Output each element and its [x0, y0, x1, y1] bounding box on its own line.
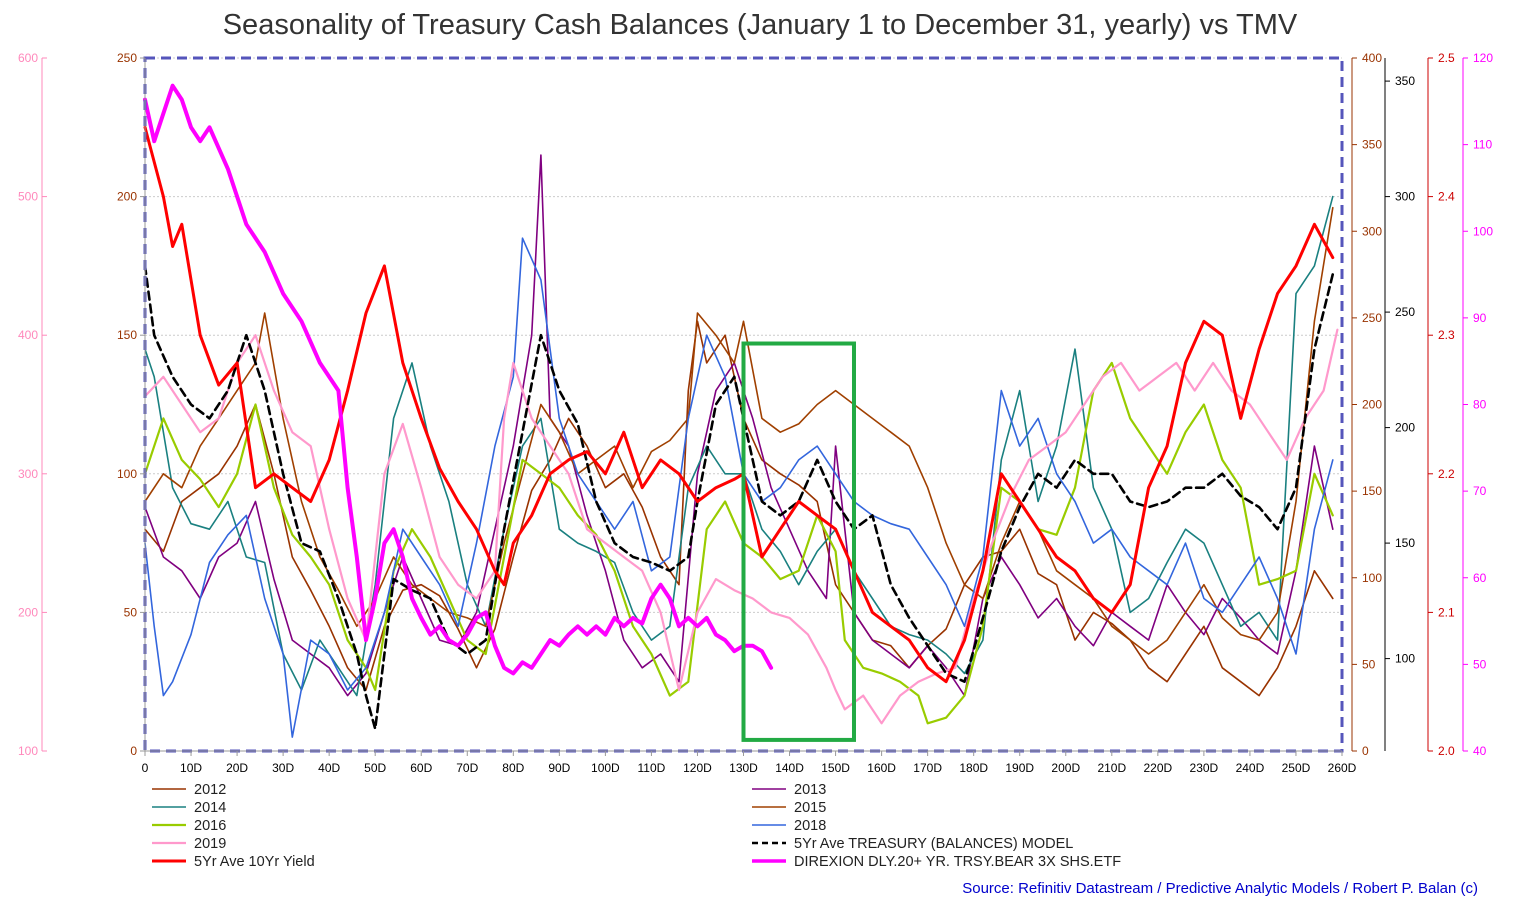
source-note: Source: Refinitiv Datastream / Predictiv… [962, 880, 1478, 897]
series-line-2016 [143, 361, 1334, 725]
far-left-axis-tick-label: 500 [18, 190, 38, 204]
right-axis-4-tick-label: 110 [1473, 138, 1492, 152]
x-axis-tick-label: 170D [913, 761, 942, 775]
series-line-5yr-ave-10yr-yield [143, 125, 1335, 684]
x-axis-tick-label: 30D [272, 761, 294, 775]
x-axis-tick-label: 220D [1144, 761, 1173, 775]
legend-label: 2015 [794, 800, 826, 816]
x-axis-tick-label: 160D [867, 761, 896, 775]
x-axis-tick-label: 90D [548, 761, 570, 775]
series-line-2018 [144, 237, 1334, 738]
right-axis-3-tick-label: 2.5 [1438, 51, 1455, 65]
x-axis-tick-label: 150D [821, 761, 850, 775]
series-group [143, 83, 1339, 738]
legend-label: 2018 [794, 818, 826, 834]
x-axis-tick-label: 20D [226, 761, 248, 775]
x-axis-tick-label: 140D [775, 761, 804, 775]
left-axis-tick-label: 0 [130, 744, 137, 758]
series-line-2015 [144, 206, 1334, 655]
x-axis-tick-label: 130D [729, 761, 758, 775]
x-axis-tick-label: 230D [1190, 761, 1219, 775]
left-axis-tick-label: 200 [117, 190, 137, 204]
right-axis-3-tick-label: 2.4 [1438, 190, 1455, 204]
right-axis-2-tick-label: 250 [1395, 305, 1415, 319]
right-axis-2-tick-label: 100 [1395, 652, 1415, 666]
x-axis-tick-label: 70D [456, 761, 478, 775]
legend: 2012 2014 2016 2019 5Yr Ave 10Yr Yield 2013 20… [152, 782, 1121, 870]
legend-label: 2019 [194, 836, 226, 852]
legend-label: 5Yr Ave 10Yr Yield [194, 854, 315, 870]
legend-label: 2013 [794, 782, 826, 798]
right-axis-3-tick-label: 2.3 [1438, 328, 1455, 342]
legend-label: 2014 [194, 800, 226, 816]
x-axis-tick-label: 40D [318, 761, 340, 775]
x-axis-tick-label: 120D [683, 761, 712, 775]
right-axis-1-tick-label: 50 [1362, 657, 1376, 671]
series-line-2014 [144, 195, 1334, 697]
x-axis-tick-label: 210D [1097, 761, 1126, 775]
far-left-axis-tick-label: 300 [18, 467, 38, 481]
left-axis-tick-label: 50 [124, 605, 138, 619]
right-axis-2-tick-label: 150 [1395, 536, 1415, 550]
x-axis-tick-label: 0 [142, 761, 149, 775]
x-axis-tick-label: 60D [410, 761, 432, 775]
right-axis-1-tick-label: 300 [1362, 224, 1382, 238]
x-axis-tick-label: 100D [591, 761, 620, 775]
x-axis-tick-label: 240D [1236, 761, 1265, 775]
left-axis-tick-label: 100 [117, 467, 137, 481]
right-axis-4-tick-label: 90 [1473, 311, 1487, 325]
legend-label: DIREXION DLY.20+ YR. TRSY.BEAR 3X SHS.ET… [794, 854, 1121, 870]
right-axis-4-tick-label: 50 [1473, 657, 1487, 671]
far-left-axis-tick-label: 100 [18, 744, 38, 758]
left-axis-tick-label: 250 [117, 51, 137, 65]
right-axis-1-tick-label: 100 [1362, 571, 1382, 585]
right-axis-3-tick-label: 2.2 [1438, 467, 1455, 481]
right-axis-1-tick-label: 400 [1362, 51, 1382, 65]
series-line-5yr-ave-treasury-balances-model [143, 264, 1335, 731]
x-axis-tick-label: 50D [364, 761, 386, 775]
axes-group: 0501001502002501002003004005006000501001… [18, 51, 1493, 775]
left-axis-tick-label: 150 [117, 328, 137, 342]
far-left-axis-tick-label: 600 [18, 51, 38, 65]
right-axis-3-tick-label: 2.1 [1438, 605, 1455, 619]
x-axis-tick-label: 80D [502, 761, 524, 775]
chart-title: Seasonality of Treasury Cash Balances (J… [223, 9, 1298, 41]
legend-label: 2012 [194, 782, 226, 798]
x-axis-tick-label: 260D [1328, 761, 1357, 775]
x-axis-tick-label: 190D [1005, 761, 1034, 775]
right-axis-2-tick-label: 350 [1395, 74, 1415, 88]
right-axis-1-tick-label: 0 [1362, 744, 1369, 758]
x-axis-tick-label: 250D [1282, 761, 1311, 775]
right-axis-1-tick-label: 250 [1362, 311, 1382, 325]
right-axis-4-tick-label: 60 [1473, 571, 1487, 585]
x-axis-tick-label: 180D [959, 761, 988, 775]
right-axis-4-tick-label: 120 [1473, 51, 1493, 65]
right-axis-1-tick-label: 150 [1362, 484, 1382, 498]
legend-label: 5Yr Ave TREASURY (BALANCES) MODEL [794, 836, 1073, 852]
highlight-box [741, 341, 856, 742]
right-axis-3-tick-label: 2.0 [1438, 744, 1455, 758]
legend-label: 2016 [194, 818, 226, 834]
x-axis-tick-label: 110D [638, 761, 666, 775]
x-axis-tick-label: 200D [1051, 761, 1080, 775]
far-left-axis-tick-label: 200 [18, 605, 38, 619]
right-axis-2-tick-label: 300 [1395, 190, 1415, 204]
right-axis-4-tick-label: 40 [1473, 744, 1487, 758]
right-axis-4-tick-label: 100 [1473, 224, 1493, 238]
right-axis-1-tick-label: 200 [1362, 398, 1382, 412]
far-left-axis-tick-label: 400 [18, 328, 38, 342]
series-line-direxion-dly-20-yr-trsy-bear-3x-shs-etf [143, 83, 774, 676]
right-axis-4-tick-label: 80 [1473, 398, 1487, 412]
right-axis-4-tick-label: 70 [1473, 484, 1487, 498]
right-axis-1-tick-label: 350 [1362, 138, 1382, 152]
right-axis-2-tick-label: 200 [1395, 421, 1415, 435]
x-axis-tick-label: 10D [180, 761, 202, 775]
